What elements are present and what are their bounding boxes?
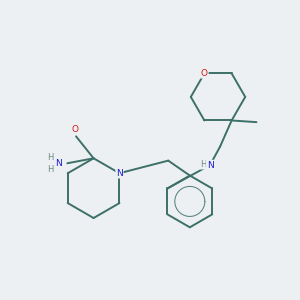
Text: O: O [201,69,208,78]
Text: N: N [55,159,62,168]
Text: N: N [207,160,213,169]
Text: O: O [72,125,79,134]
Text: N: N [116,169,123,178]
Text: H: H [47,165,54,174]
Text: H: H [47,153,54,162]
Text: H: H [200,160,206,169]
